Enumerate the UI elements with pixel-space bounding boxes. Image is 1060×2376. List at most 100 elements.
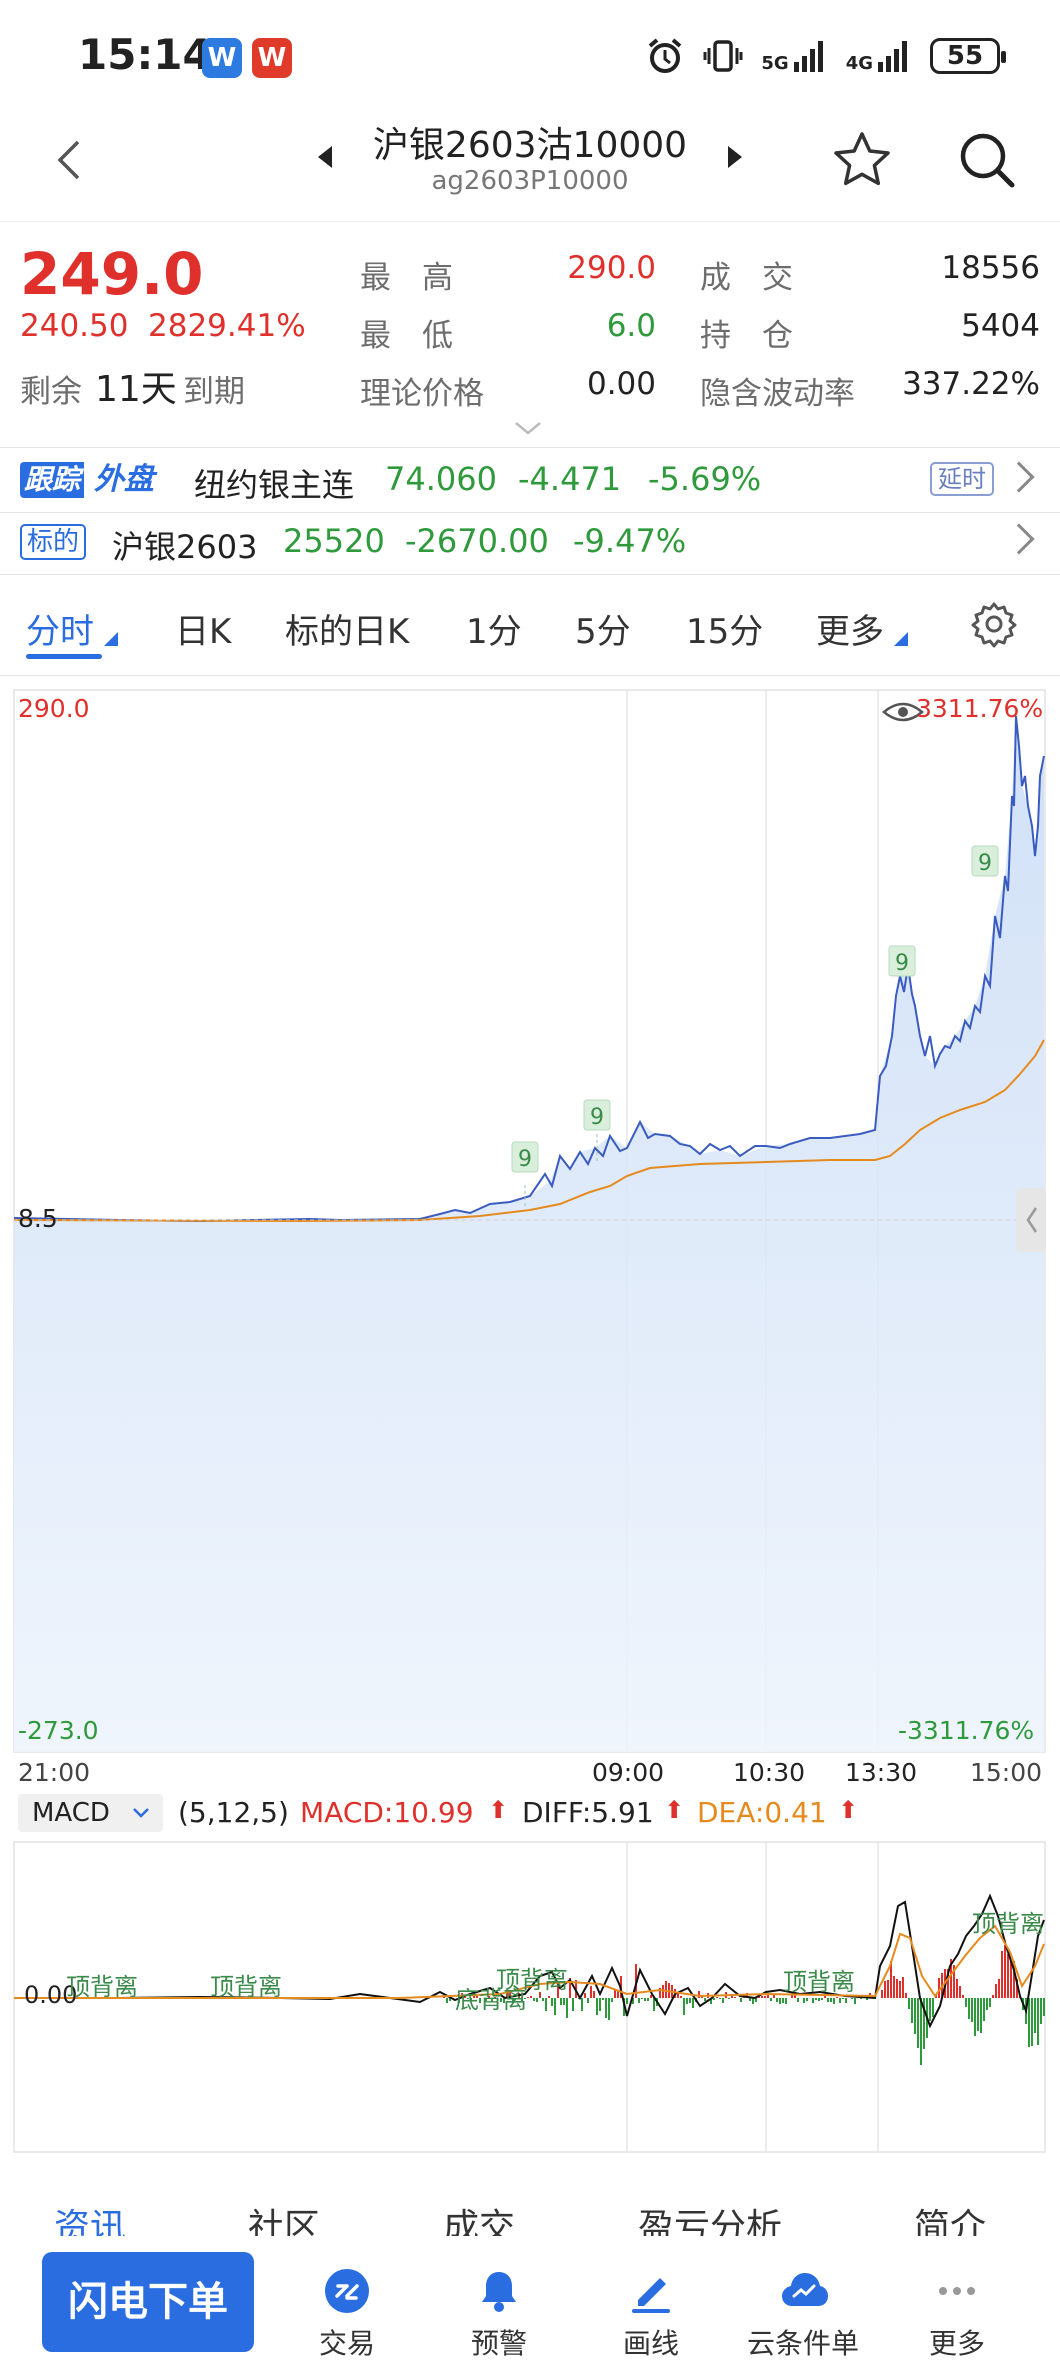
settings-gear-icon[interactable] — [970, 600, 1018, 648]
alarm-icon — [649, 38, 682, 73]
nav-alert[interactable]: 预警 — [424, 2266, 574, 2362]
tab-community[interactable]: 社区 — [248, 2207, 321, 2236]
macd-bar — [578, 1998, 580, 1999]
divergence-label: 顶背离 — [210, 1973, 282, 2001]
track-price: 74.060 — [385, 460, 497, 498]
macd-bar — [782, 1998, 784, 2003]
tab-1min[interactable]: 1分 — [466, 612, 522, 652]
eye-icon[interactable] — [882, 702, 924, 722]
y-axis-mid-label: 8.5 — [18, 1204, 58, 1233]
price-change: 240.50 — [20, 308, 129, 344]
foreign-badge: 外盘 — [94, 462, 154, 497]
low-value: 6.0 — [606, 308, 656, 344]
macd-bar — [644, 1998, 646, 2001]
tab-trades[interactable]: 成交 — [443, 2207, 516, 2236]
macd-bar — [950, 1959, 952, 1998]
side-panel-handle[interactable] — [1016, 1188, 1046, 1252]
search-icon[interactable] — [955, 128, 1019, 192]
macd-bar — [866, 1998, 868, 2000]
bottom-toolbar: 闪电下单 交易 预警 画线 云条件单 更多 — [0, 2236, 1060, 2376]
macd-bar — [839, 1998, 841, 2003]
diff-value: DIFF:5.91 — [522, 1796, 654, 1829]
macd-bar — [917, 1998, 919, 2048]
y-axis-bottom-label: -273.0 — [18, 1716, 99, 1745]
chevron-right-icon — [1003, 461, 1035, 493]
tab-news[interactable]: 资讯 — [54, 2207, 127, 2236]
macd-bar — [554, 1998, 556, 2015]
underlying-row[interactable]: 标的 沪银2603 25520 -2670.00 -9.47% — [0, 514, 1060, 572]
next-contract-icon[interactable] — [728, 146, 742, 168]
macd-bar — [905, 1993, 907, 1998]
expand-chevron-icon[interactable] — [514, 420, 542, 436]
macd-bar — [851, 1998, 853, 1999]
macd-bar — [680, 1996, 682, 1998]
nav-cloud-order[interactable]: 云条件单 — [728, 2266, 878, 2362]
macd-bar — [662, 1985, 664, 1998]
oi-value: 5404 — [961, 308, 1040, 344]
nav-draw[interactable]: 画线 — [576, 2266, 726, 2362]
macd-diff-line — [14, 1893, 1045, 2029]
x-axis-label: 10:30 — [733, 1758, 806, 1787]
macd-zero-label: 0.00 — [24, 1981, 77, 2009]
nav-more[interactable]: 更多 — [882, 2266, 1032, 2362]
macd-bar — [890, 1961, 892, 1998]
page-title: 沪银2603沽10000 — [372, 125, 688, 166]
tab-intraday[interactable]: 分时 — [26, 612, 94, 652]
macd-bar — [770, 1998, 772, 2001]
tab-daily-k[interactable]: 日K — [175, 612, 232, 652]
tab-pnl-analysis[interactable]: 盈亏分析 — [638, 2207, 783, 2236]
macd-bar — [764, 1996, 766, 1998]
chevron-right-icon — [1003, 523, 1035, 555]
macd-bar — [824, 1995, 826, 1998]
macd-bar — [785, 1998, 787, 2004]
favorite-star-icon[interactable] — [830, 128, 894, 192]
macd-bar — [827, 1998, 829, 2002]
back-icon[interactable] — [40, 130, 100, 190]
macd-bar — [860, 1998, 862, 1999]
macd-bar — [704, 1998, 706, 2001]
indicator-selector[interactable]: MACD — [18, 1794, 163, 1832]
macd-bar — [887, 1980, 889, 1998]
signal-5g-icon: 5G — [761, 38, 827, 74]
underlying-change: -2670.00 — [405, 522, 549, 560]
chart-canvas: 9 9 9 9 0.00 顶背离 顶背离 底背离 — [13, 689, 1046, 2153]
app-badge-icon: W — [202, 38, 242, 78]
macd-bar — [1037, 1998, 1039, 2045]
macd-bar — [920, 1998, 922, 2065]
macd-bar — [821, 1998, 823, 2000]
macd-bar — [929, 1998, 931, 2021]
macd-bar — [587, 1998, 589, 2003]
flash-order-button[interactable]: 闪电下单 — [42, 2252, 254, 2352]
vibrate-icon — [703, 40, 743, 72]
tracking-row[interactable]: 跟踪 外盘 纽约银主连 74.060 -4.471 -5.69% 延时 — [0, 452, 1060, 510]
divergence-label: 顶背离 — [66, 1973, 138, 2001]
macd-bar — [893, 1976, 895, 1998]
prev-contract-icon[interactable] — [318, 146, 332, 168]
tab-15min[interactable]: 15分 — [686, 612, 764, 652]
arrow-up-icon: ⬆ — [838, 1796, 859, 1824]
macd-bar — [464, 1997, 466, 1998]
macd-bar — [959, 1986, 961, 1998]
macd-bar — [986, 1998, 988, 2010]
tab-underlying-daily-k[interactable]: 标的日K — [285, 612, 410, 652]
macd-bar — [956, 1979, 958, 1998]
pct-axis-bottom-label: -3311.76% — [898, 1716, 1035, 1745]
tab-profile[interactable]: 简介 — [914, 2207, 987, 2236]
macd-bar — [569, 1978, 571, 1998]
macd-bar — [563, 1998, 565, 2005]
nav-trade[interactable]: 交易 — [272, 2266, 422, 2362]
macd-bar — [722, 1998, 724, 2003]
intraday-chart[interactable]: 9 9 9 9 0.00 顶背离 顶背离 底背离 — [0, 676, 1060, 2176]
macd-bar — [692, 1998, 694, 2008]
macd-bar — [998, 1979, 1000, 1998]
macd-bar — [1031, 1998, 1033, 2046]
tab-5min[interactable]: 5分 — [575, 612, 631, 652]
x-axis-label: 21:00 — [18, 1758, 91, 1787]
iv-value: 337.22% — [902, 366, 1040, 402]
macd-bar — [911, 1998, 913, 2023]
macd-bar — [593, 1991, 595, 1998]
period-tabs: 分时 日K 标的日K 1分 5分 15分 更多 — [0, 576, 1060, 676]
macd-params: (5,12,5) — [178, 1796, 289, 1829]
macd-bar — [494, 1997, 496, 1998]
tab-more[interactable]: 更多 — [816, 612, 884, 652]
